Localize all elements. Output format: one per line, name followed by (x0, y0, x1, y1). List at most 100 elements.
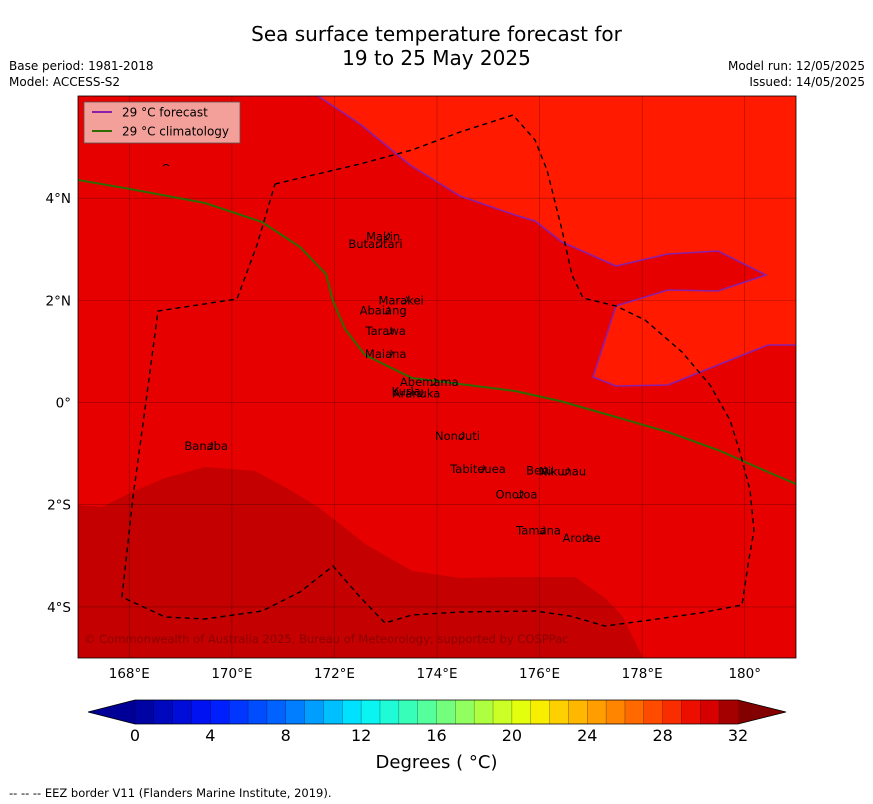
model-name: Model: ACCESS-S2 (9, 75, 121, 89)
colorbar-segment (379, 700, 400, 724)
colorbar-segment (361, 700, 381, 724)
island-shape (386, 349, 393, 358)
colorbar-segment (568, 700, 588, 724)
lon-tick-label: 170°E (211, 666, 252, 682)
colorbar-segment (643, 700, 663, 724)
island-label: Tabiteuea (449, 462, 506, 476)
lat-tick-label: 4°N (46, 191, 71, 207)
colorbar-segment (153, 700, 173, 724)
lon-tick-label: 180° (728, 666, 761, 682)
colorbar-segment (285, 700, 305, 724)
islet-shape (162, 164, 170, 167)
colorbar-segment (681, 700, 701, 724)
issued-date: Issued: 14/05/2025 (749, 75, 865, 89)
colorbar-segment (135, 700, 155, 724)
colorbar-segment (172, 700, 192, 724)
colorbar-extend-high (738, 700, 786, 724)
island-shape (407, 386, 414, 396)
colorbar-segment (549, 700, 569, 724)
island-shape (539, 525, 546, 535)
lon-tick-label: 168°E (109, 666, 150, 682)
colorbar-segment (342, 700, 362, 724)
colorbar-segment (304, 700, 324, 724)
legend-entry-label: 29 °C forecast (122, 106, 208, 120)
colorbar-segment (511, 700, 532, 724)
title-line-2: 19 to 25 May 2025 (342, 46, 531, 70)
island-shape (401, 296, 409, 305)
legend-entry-label: 29 °C climatology (122, 125, 229, 139)
lat-tick-label: 0° (56, 396, 71, 412)
island-label: Tarawa (365, 324, 406, 338)
island-label: Kuria (392, 384, 421, 398)
colorbar-segment (455, 700, 475, 724)
colorbar-segment (606, 700, 626, 724)
island-label: Abaiang (360, 304, 407, 318)
island-shape (386, 326, 393, 335)
island-label: Onotoa (496, 488, 538, 502)
island-label: Makin (366, 230, 400, 244)
colorbar-segment (587, 700, 607, 724)
map-gridlines (78, 96, 796, 658)
lat-tick-label: 2°N (46, 293, 71, 309)
axis-tick-labels: 168°E 170°E 172°E 174°E 176°E 178°E 180° 4°N 2°N… (46, 191, 761, 682)
island-shape (517, 490, 524, 499)
colorbar-tick-label: 4 (205, 726, 215, 745)
eez-footnote: -- -- -- EEZ border V11 (Flanders Marine… (9, 786, 332, 800)
copyright-notice: © Commonwealth of Australia 2025, Bureau… (84, 632, 568, 646)
map-legend: 29 °C forecast 29 °C climatology (83, 101, 241, 144)
island-label: Abemama (400, 375, 459, 389)
island-label: Nikunau (539, 465, 586, 479)
colorbar-segment (398, 700, 418, 724)
island-shape (383, 232, 391, 241)
lon-tick-label: 176°E (519, 666, 560, 682)
lat-tick-label: 2°S (47, 498, 71, 514)
colorbar-segment (662, 700, 682, 724)
colorbar-segment (266, 700, 287, 724)
colorbar-segment (474, 700, 494, 724)
colorbar-segment (436, 700, 456, 724)
colorbar-tick-label: 16 (426, 726, 446, 745)
island-shape (206, 441, 214, 450)
island-label: Maiana (365, 347, 407, 361)
colorbar-segment (530, 700, 550, 724)
colorbar-segment (248, 700, 268, 724)
sst-band-27-28-region (78, 467, 643, 658)
island-shape (458, 431, 465, 440)
title-line-1: Sea surface temperature forecast for (251, 22, 622, 46)
colorbar-segment (624, 700, 645, 724)
colorbar-outline (87, 699, 787, 725)
lon-tick-label: 172°E (314, 666, 355, 682)
colorbar-segment (191, 700, 211, 724)
lon-tick-label: 178°E (622, 666, 663, 682)
island-label: Butaritari (348, 237, 402, 251)
island-shape (417, 388, 424, 398)
colorbar-segment (229, 700, 249, 724)
island-shape (582, 533, 589, 542)
lon-tick-label: 174°E (416, 666, 457, 682)
island-shape (478, 464, 486, 473)
climatology-29c-contour (78, 179, 796, 485)
map-frame (77, 95, 797, 659)
island-label: Arorae (563, 531, 601, 545)
base-period: Base period: 1981-2018 (9, 59, 154, 73)
colorbar-segment (493, 700, 513, 724)
colorbar-tick-label: 28 (652, 726, 672, 745)
lat-tick-label: 4°S (47, 600, 71, 616)
island-label: Nonouti (435, 429, 480, 443)
island-label: Marakei (378, 293, 423, 307)
eez-border (121, 114, 755, 627)
island-label: Tamana (515, 523, 561, 537)
colorbar-segment (417, 700, 437, 724)
colorbar-tick-label: 32 (728, 726, 748, 745)
island-label: Aranuka (393, 386, 441, 400)
model-run: Model run: 12/05/2025 (727, 59, 865, 73)
colorbar-segment (323, 700, 343, 724)
island-shape (376, 239, 383, 248)
island-shape (540, 466, 547, 475)
colorbar-segment (700, 700, 720, 724)
island-shape (430, 377, 437, 386)
legend-box (83, 101, 241, 144)
colorbar-extend-low (88, 700, 135, 724)
